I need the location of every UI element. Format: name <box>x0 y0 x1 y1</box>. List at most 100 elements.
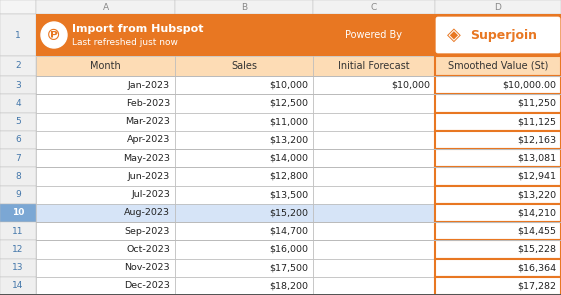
Text: $13,220: $13,220 <box>517 190 556 199</box>
Bar <box>36 94 175 112</box>
Bar <box>0 0 561 14</box>
Bar <box>36 222 175 223</box>
Bar <box>435 222 561 240</box>
Text: $11,125: $11,125 <box>517 117 556 126</box>
Bar <box>435 0 561 14</box>
Bar <box>313 240 435 258</box>
Bar <box>36 14 561 56</box>
Text: Apr-2023: Apr-2023 <box>127 135 170 144</box>
Bar <box>435 149 561 150</box>
Bar <box>175 76 313 94</box>
Bar <box>313 258 435 277</box>
Bar <box>36 186 175 204</box>
Text: Sales: Sales <box>231 61 257 71</box>
Text: Month: Month <box>90 61 121 71</box>
Bar <box>435 240 561 241</box>
Bar <box>313 76 435 94</box>
Bar <box>313 149 435 150</box>
Bar <box>435 167 561 186</box>
Text: 11: 11 <box>12 227 24 236</box>
Text: Last refreshed just now: Last refreshed just now <box>72 38 178 47</box>
Bar <box>313 112 435 113</box>
Text: $17,282: $17,282 <box>517 281 556 290</box>
Text: $13,500: $13,500 <box>269 190 308 199</box>
Text: 14: 14 <box>12 281 24 290</box>
Bar <box>0 204 36 222</box>
Bar <box>175 149 313 167</box>
Bar <box>313 94 435 112</box>
Text: $11,000: $11,000 <box>269 117 308 126</box>
Text: Superjoin: Superjoin <box>470 29 537 42</box>
Bar <box>175 240 313 258</box>
Bar <box>175 112 313 131</box>
Text: C: C <box>371 2 377 12</box>
Bar <box>313 186 435 204</box>
Bar <box>36 76 175 94</box>
Bar <box>0 167 36 186</box>
Bar <box>36 131 175 149</box>
Bar <box>435 167 561 168</box>
Text: Nov-2023: Nov-2023 <box>125 263 170 272</box>
Bar <box>36 204 175 222</box>
Bar <box>0 186 36 204</box>
Bar <box>36 258 175 277</box>
Bar <box>0 258 36 277</box>
Text: $10,000.00: $10,000.00 <box>502 81 556 90</box>
Text: $13,200: $13,200 <box>269 135 308 144</box>
Bar <box>175 131 313 149</box>
Text: Powered By: Powered By <box>346 30 402 40</box>
Bar <box>36 149 175 150</box>
Bar <box>175 76 313 77</box>
Bar <box>0 222 36 240</box>
Text: $15,200: $15,200 <box>269 208 308 217</box>
Text: $14,000: $14,000 <box>269 154 308 163</box>
Bar <box>36 94 175 95</box>
Text: Feb-2023: Feb-2023 <box>126 99 170 108</box>
Bar <box>175 56 313 76</box>
Bar <box>175 167 313 186</box>
Bar <box>175 186 313 204</box>
Bar <box>313 94 435 95</box>
Bar <box>175 277 313 295</box>
Text: $12,500: $12,500 <box>269 99 308 108</box>
Bar <box>0 56 36 76</box>
Text: 9: 9 <box>15 190 21 199</box>
Bar <box>175 222 313 240</box>
Bar <box>36 112 175 131</box>
Bar <box>175 222 313 223</box>
Bar <box>313 222 435 223</box>
Text: $12,941: $12,941 <box>517 172 556 181</box>
Bar <box>435 94 561 95</box>
Text: Aug-2023: Aug-2023 <box>124 208 170 217</box>
Bar <box>175 94 313 112</box>
Bar <box>435 240 561 258</box>
Text: $13,081: $13,081 <box>517 154 556 163</box>
Bar <box>0 112 36 131</box>
Bar <box>313 0 435 14</box>
Text: $10,000: $10,000 <box>269 81 308 90</box>
Bar <box>175 149 313 150</box>
Bar <box>435 76 561 94</box>
Text: 8: 8 <box>15 172 21 181</box>
Bar <box>36 258 175 259</box>
Bar <box>175 240 313 241</box>
Text: $14,700: $14,700 <box>269 227 308 236</box>
Bar <box>36 167 175 186</box>
Text: Jun-2023: Jun-2023 <box>128 172 170 181</box>
Text: 5: 5 <box>15 117 21 126</box>
Bar <box>435 112 561 113</box>
Text: Jan-2023: Jan-2023 <box>128 81 170 90</box>
Text: Mar-2023: Mar-2023 <box>125 117 170 126</box>
Bar <box>435 149 561 167</box>
Bar <box>175 258 313 259</box>
Text: $10,000: $10,000 <box>391 81 430 90</box>
Bar <box>0 240 36 258</box>
Text: B: B <box>241 2 247 12</box>
Bar <box>435 258 561 277</box>
Text: Dec-2023: Dec-2023 <box>124 281 170 290</box>
Bar <box>0 149 36 167</box>
Text: $14,455: $14,455 <box>517 227 556 236</box>
Bar <box>313 112 435 131</box>
Bar <box>313 56 435 76</box>
Text: 1: 1 <box>15 30 21 40</box>
